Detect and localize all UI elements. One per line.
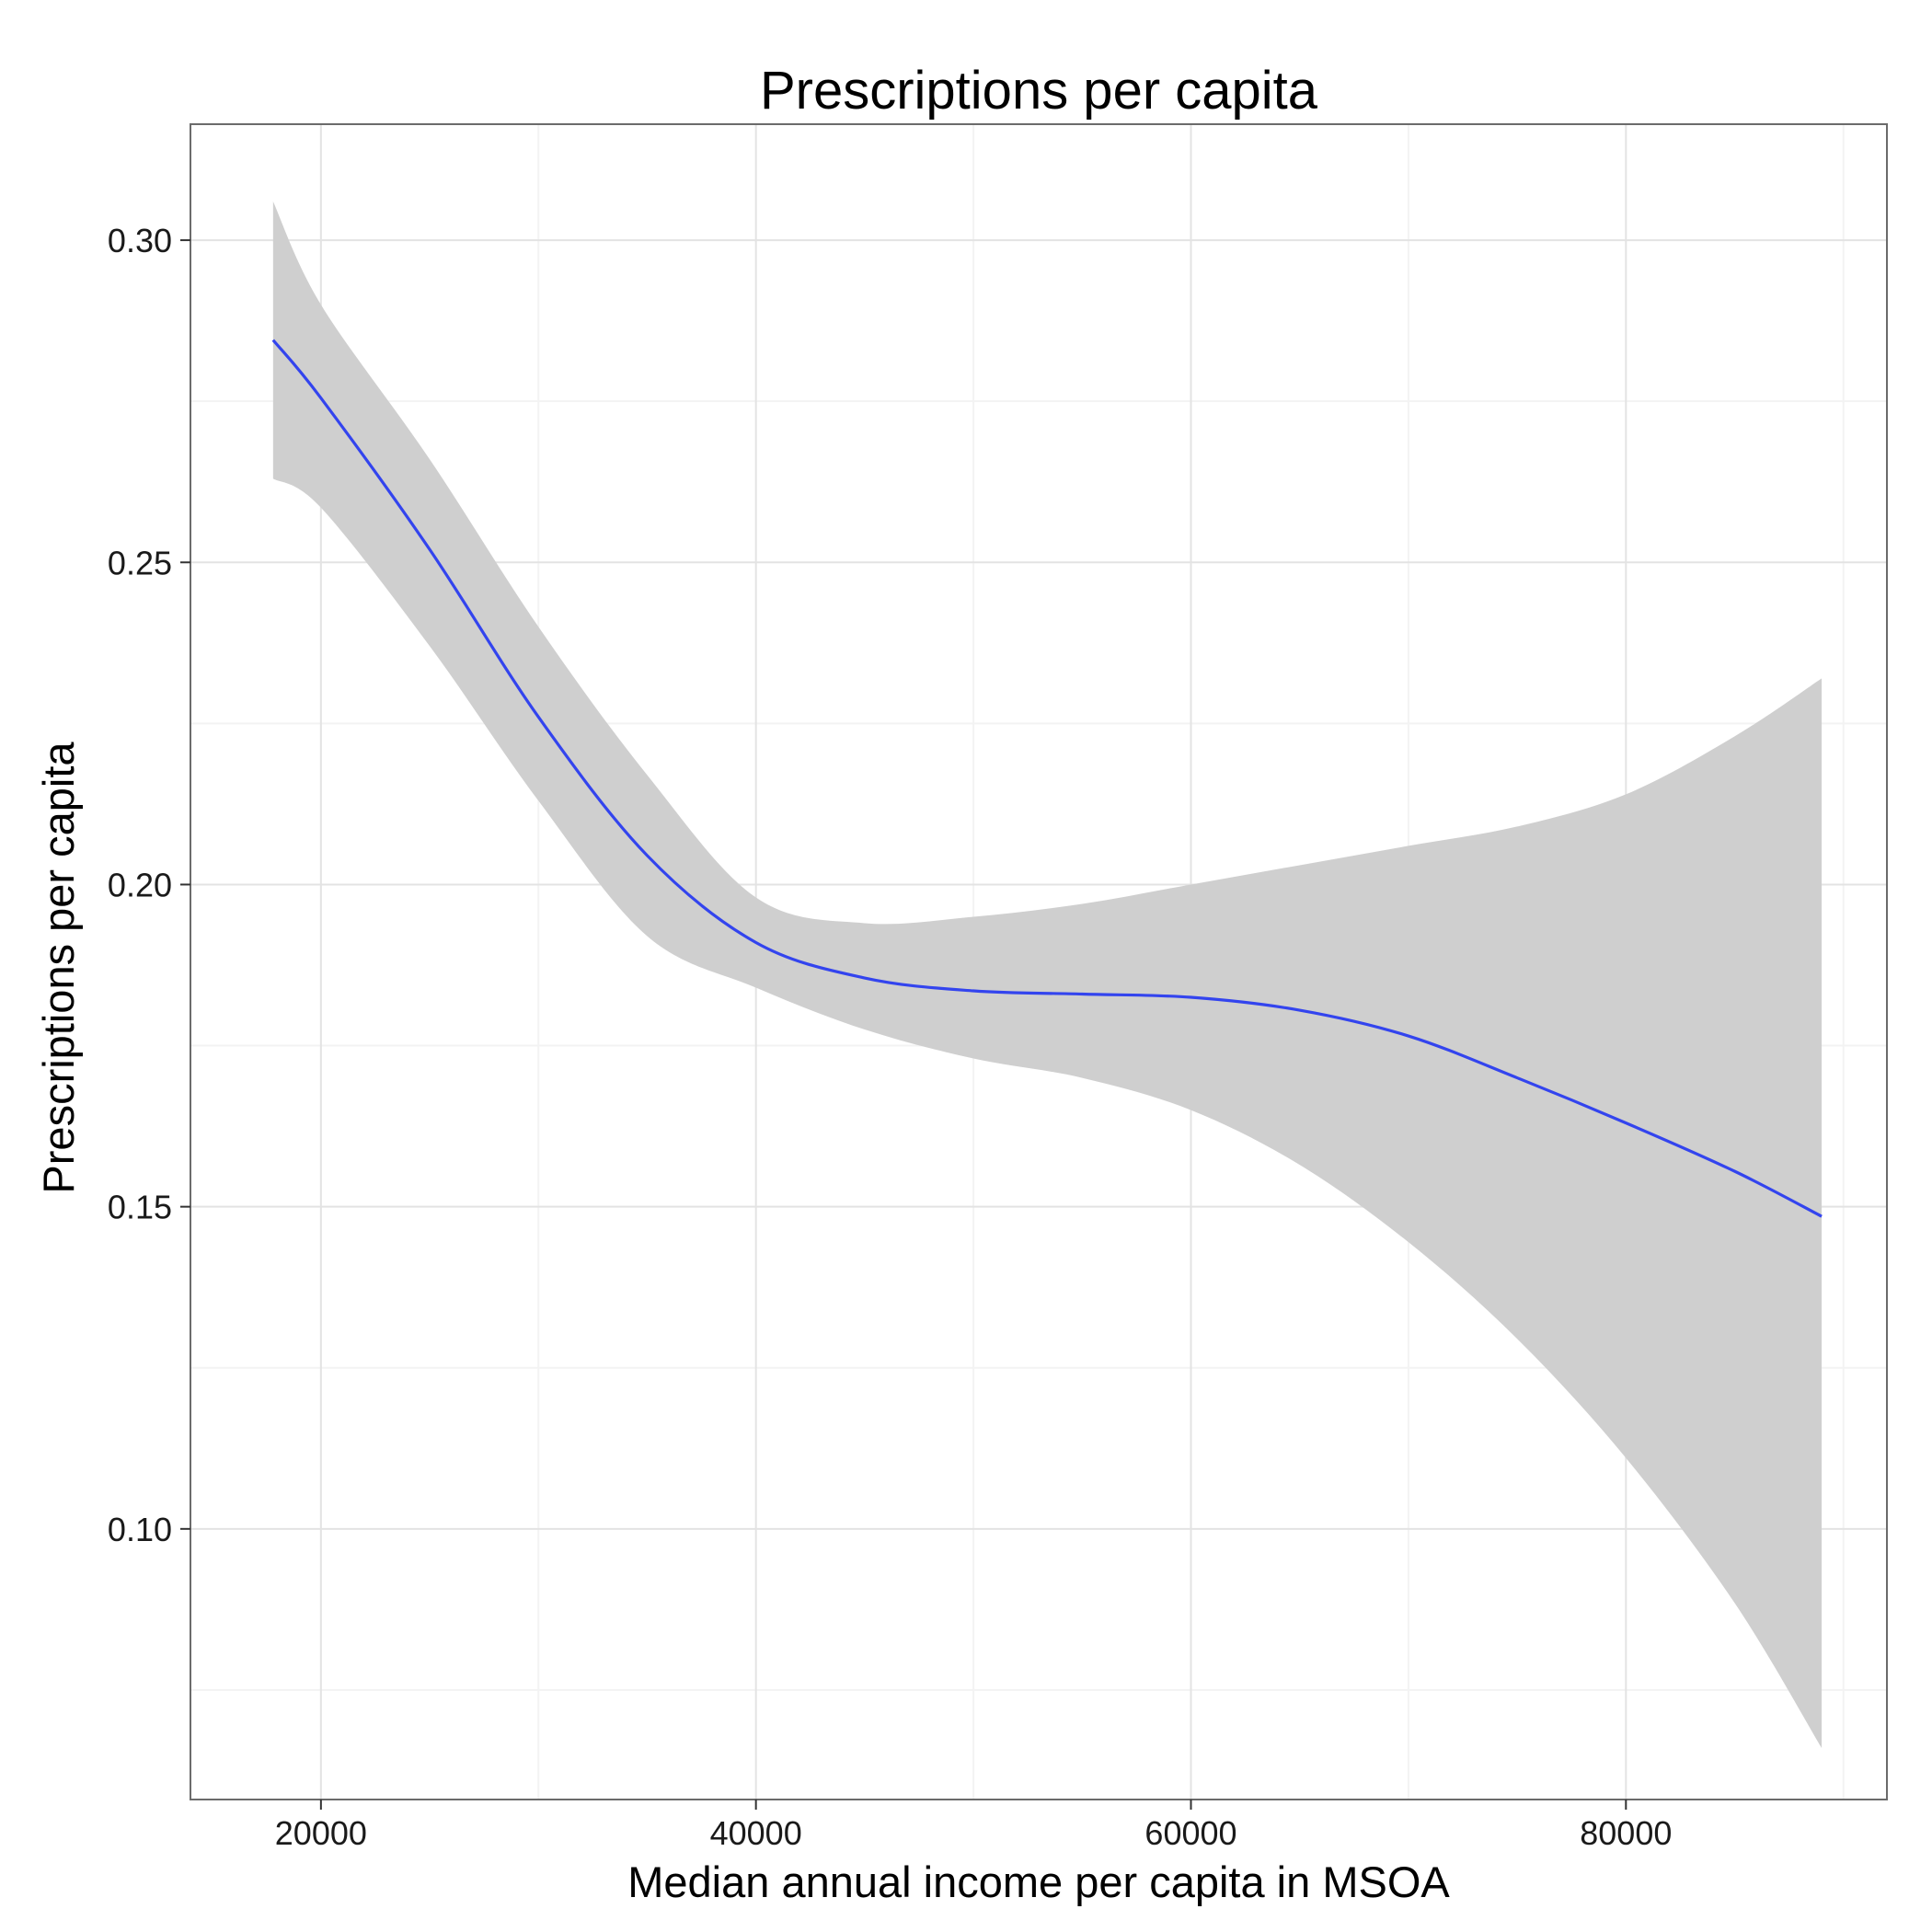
y-tick-label: 0.15 xyxy=(108,1189,172,1226)
x-tick-label: 80000 xyxy=(1580,1814,1672,1852)
confidence-ribbon xyxy=(272,201,1823,1748)
y-axis: 0.10 0.15 0.20 0.25 0.30 xyxy=(108,222,190,1548)
x-axis: 20000 40000 60000 80000 xyxy=(275,1800,1672,1852)
y-tick-label: 0.10 xyxy=(108,1511,172,1548)
y-tick-label: 0.20 xyxy=(108,866,172,903)
y-tick-label: 0.30 xyxy=(108,222,172,259)
x-axis-title: Median annual income per capita in MSOA xyxy=(627,1857,1450,1906)
y-axis-title: Prescriptions per capita xyxy=(34,742,83,1194)
y-tick-label: 0.25 xyxy=(108,544,172,581)
chart-title: Prescriptions per capita xyxy=(760,61,1318,121)
x-tick-label: 20000 xyxy=(275,1814,367,1852)
x-tick-label: 60000 xyxy=(1144,1814,1236,1852)
plot-panel-border xyxy=(190,123,1888,1800)
x-tick-label: 40000 xyxy=(710,1814,802,1852)
smooth-line xyxy=(271,339,1823,1218)
